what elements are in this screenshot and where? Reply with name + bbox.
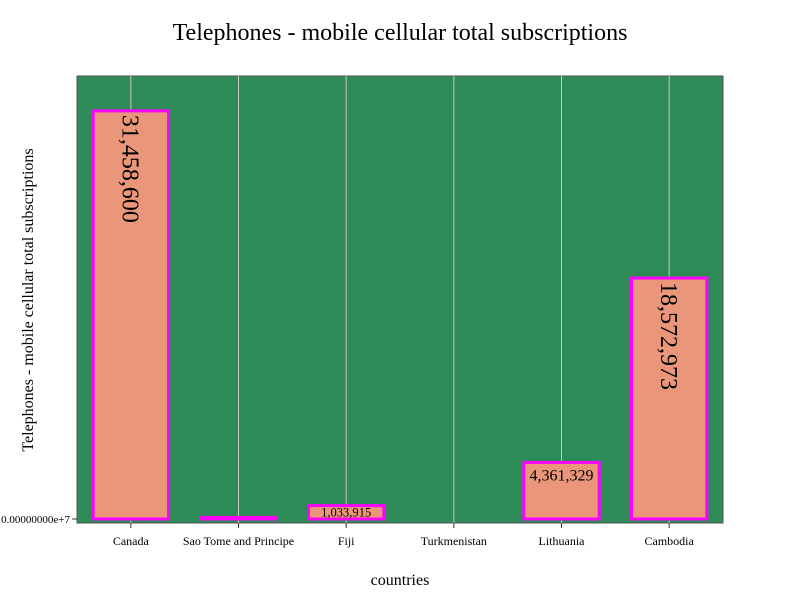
bar-value-label: 4,361,329 [530,467,594,484]
bars [91,109,709,521]
bar-cambodia [629,276,709,521]
bar-labels: 31,458,600 1,033,915 4,361,329 18,572,973 [116,115,680,520]
chart-title: Telephones - mobile cellular total subsc… [173,20,628,46]
y-tick-label: 0.00000000e+7 [1,514,70,526]
x-tick-label: Fiji [338,534,355,548]
x-tick-label: Sao Tome and Principe [183,534,294,548]
x-tick-label: Cambodia [645,534,695,548]
y-axis-ticks: 0.00000000e+7 [1,514,77,526]
x-axis-ticks: Canada Sao Tome and Principe Fiji Turkmenis… [113,523,695,548]
bar-value-label: 18,572,973 [655,282,681,390]
x-tick-label: Turkmenistan [421,534,487,548]
bar-canada [91,109,171,521]
plot-area [76,75,724,524]
bar-lithuania [522,460,601,521]
y-axis-label: Telephones - mobile cellular total subsc… [20,148,37,451]
bar-value-label: 31,458,600 [116,115,142,223]
x-tick-label: Canada [113,534,150,548]
bar-value-label: 1,033,915 [321,506,371,520]
x-tick-label: Lithuania [539,534,586,548]
bar-fiji [306,504,386,521]
bar-sao-tome-and-principe [199,515,278,521]
x-axis-label: countries [371,572,430,589]
